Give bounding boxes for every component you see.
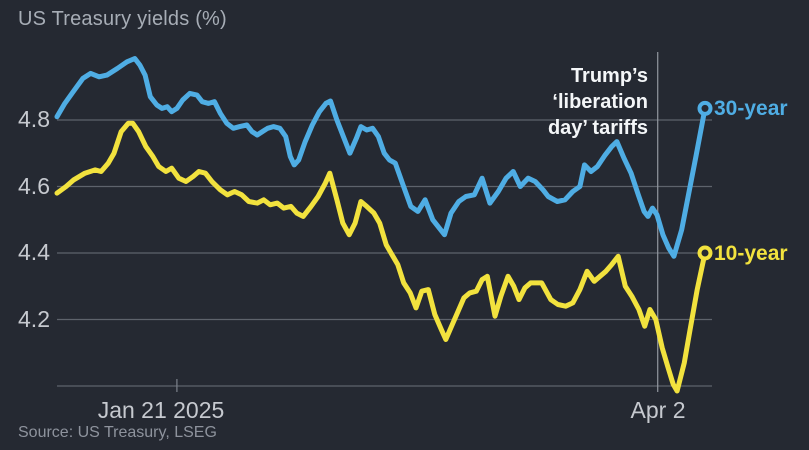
series-label-30-year: 30-year — [714, 97, 788, 120]
x-axis-tick-apr2: Apr 2 — [630, 397, 686, 423]
annotation-line-2: ‘liberation — [552, 91, 648, 113]
event-annotation: Trump’s ‘liberation day’ tariffs — [548, 63, 648, 141]
endpoint-marker-10-year — [697, 245, 713, 261]
y-axis-tick-4-4: 4.4 — [18, 238, 50, 265]
x-axis-tick-jan21: Jan 21 2025 — [97, 397, 225, 423]
series-label-10-year: 10-year — [714, 242, 788, 265]
chart-title: US Treasury yields (%) — [18, 8, 227, 30]
source-note: Source: US Treasury, LSEG — [18, 424, 217, 441]
series-line-30-year — [54, 56, 708, 259]
annotation-line-1: Trump’s — [570, 65, 648, 87]
y-axis-tick-4-6: 4.6 — [18, 172, 50, 199]
endpoint-marker-30-year — [697, 100, 713, 116]
y-axis-tick-4-8: 4.8 — [18, 105, 50, 132]
series-line-10-year — [54, 120, 708, 394]
annotation-line-3: day’ tariffs — [547, 117, 648, 139]
y-axis-tick-4-2: 4.2 — [18, 305, 50, 332]
